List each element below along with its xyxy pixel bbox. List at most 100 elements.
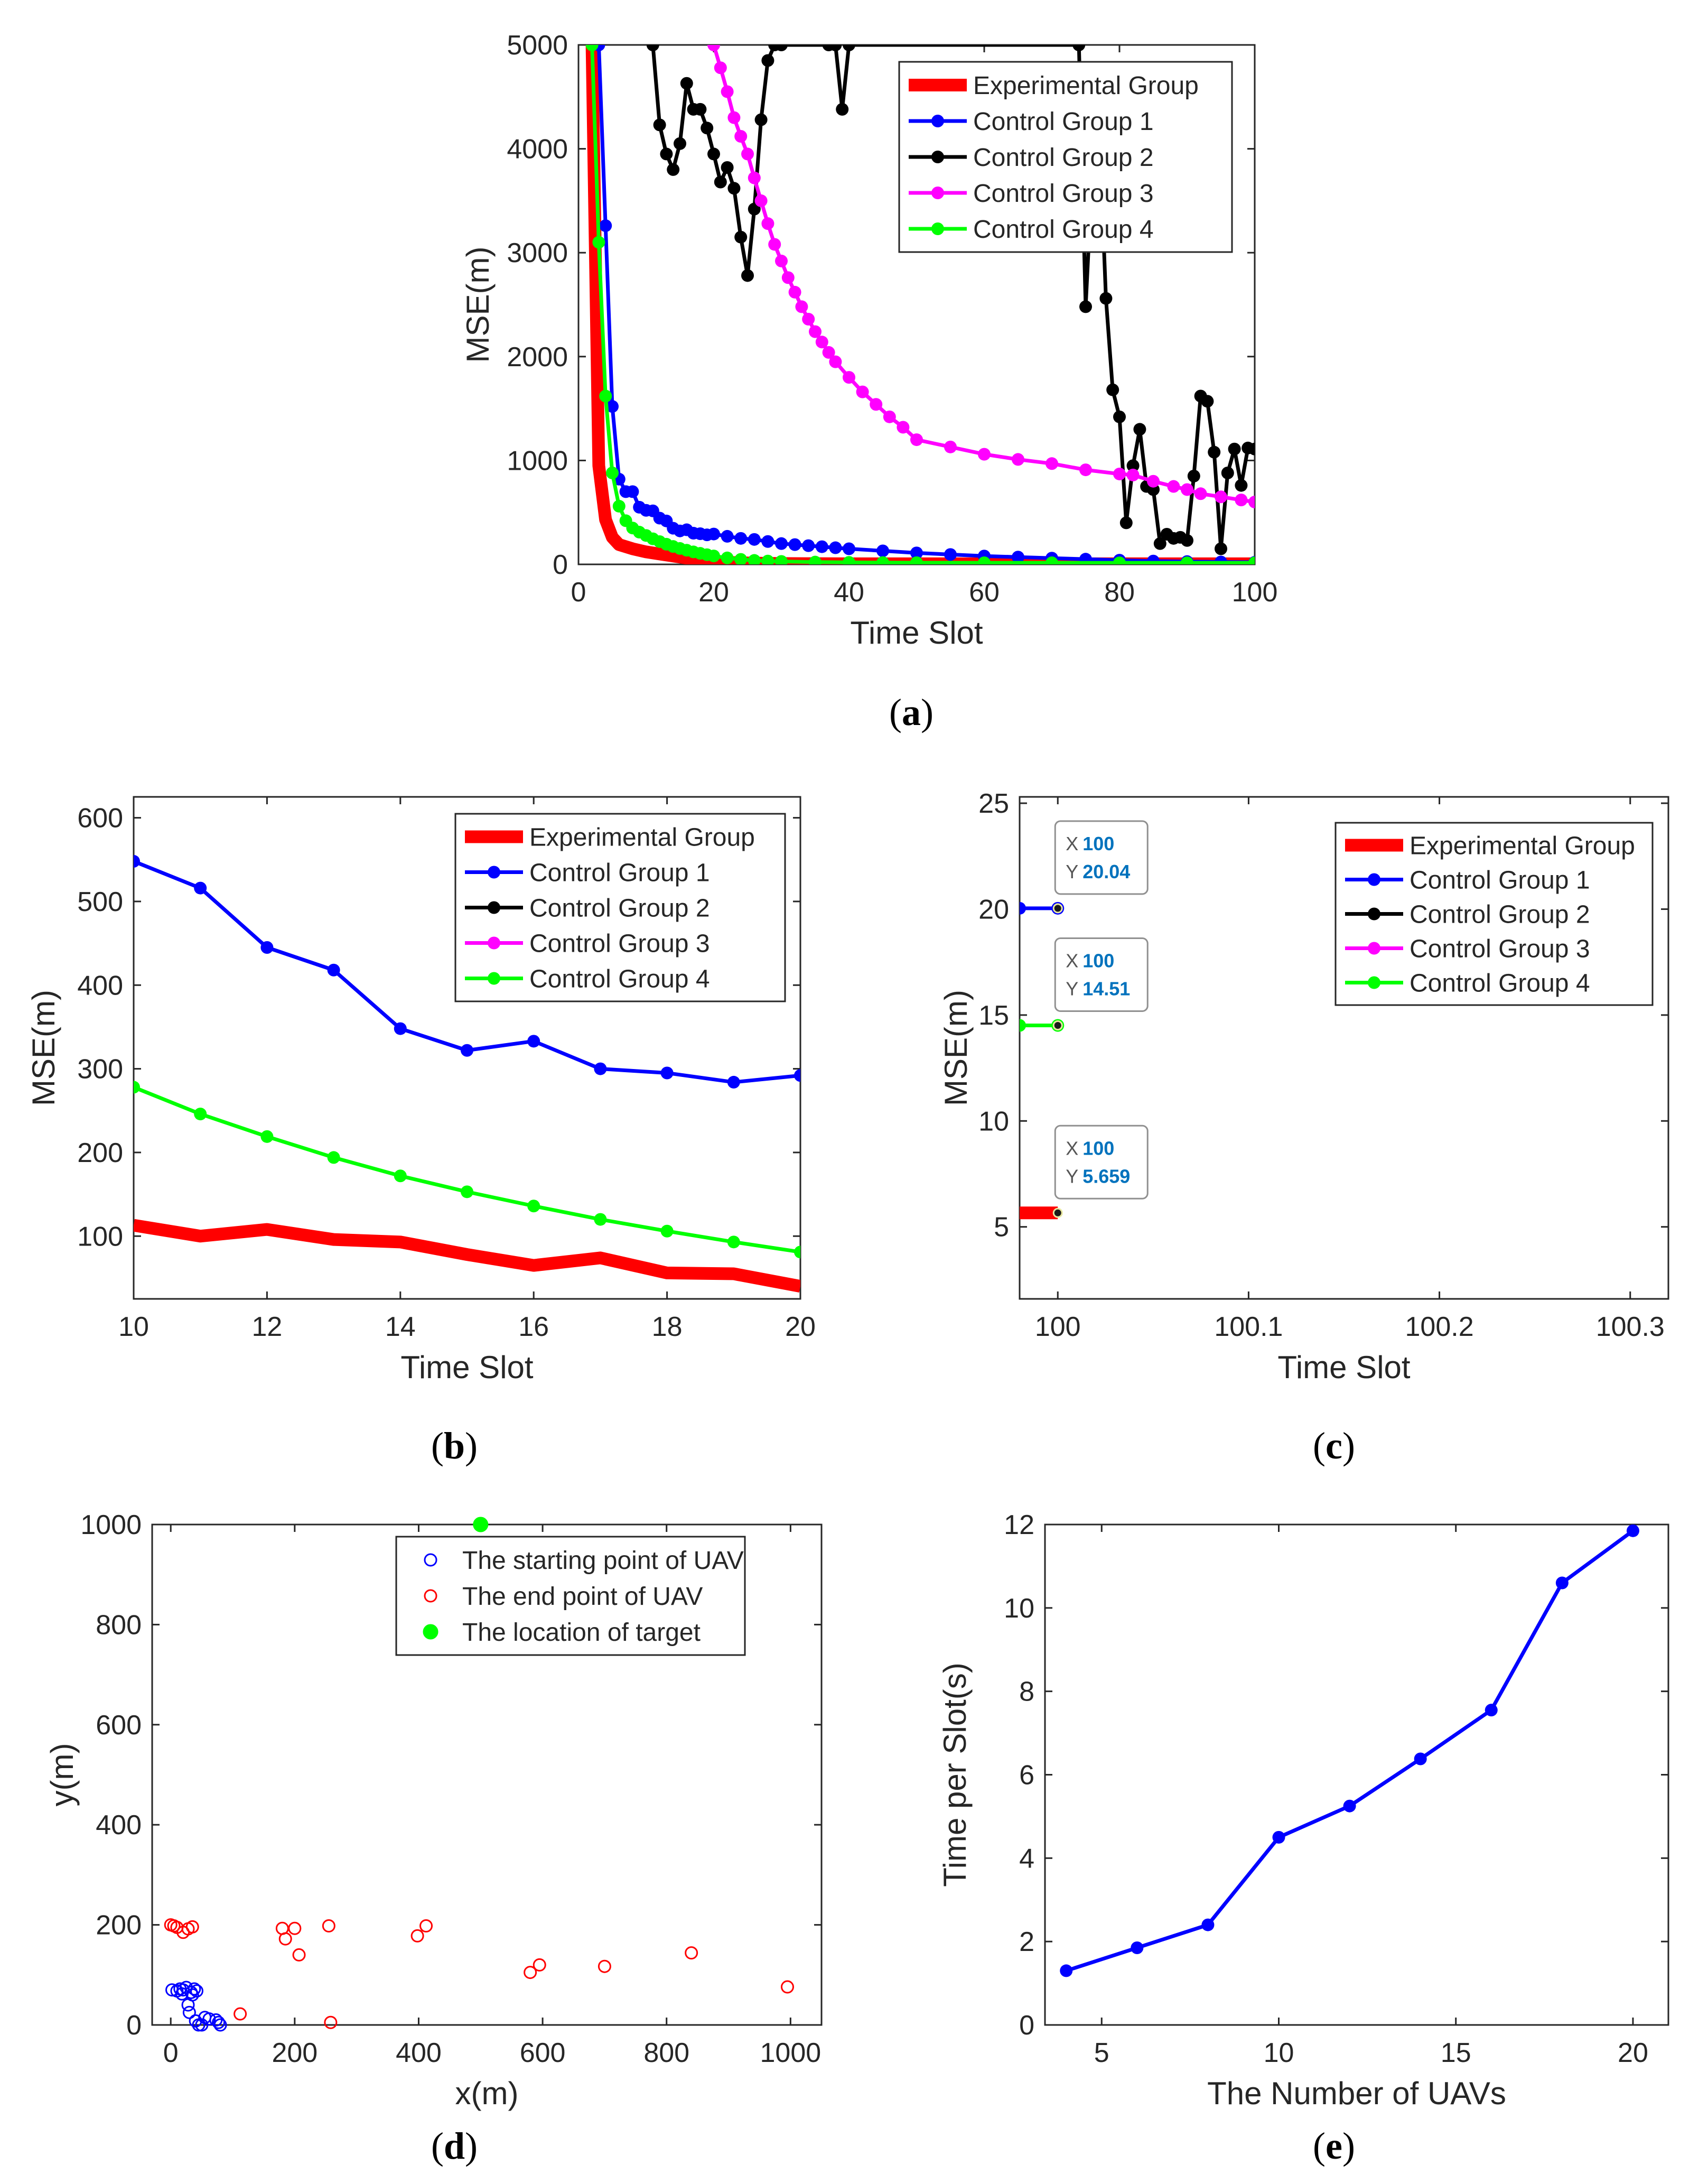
data-point-a-1 bbox=[910, 546, 923, 560]
data-point-a-2 bbox=[734, 230, 748, 244]
legend-marker bbox=[423, 1624, 438, 1640]
y-tick-label-d: 800 bbox=[96, 1610, 142, 1640]
legend-item: Control Group 2 bbox=[1345, 901, 1590, 929]
y-tick-label-e: 12 bbox=[1004, 1510, 1034, 1540]
y-tick-label-b: 600 bbox=[77, 803, 123, 834]
legend-marker bbox=[931, 187, 944, 199]
legend-marker bbox=[424, 1553, 437, 1567]
legend-item: Control Group 1 bbox=[909, 108, 1154, 136]
data-point-a-1 bbox=[876, 544, 889, 557]
data-point-b-1 bbox=[660, 1066, 674, 1080]
x-axis-label-c: Time Slot bbox=[1277, 1350, 1410, 1385]
data-point-a-3 bbox=[815, 336, 828, 349]
legend-marker bbox=[1368, 976, 1380, 989]
data-point-a-3 bbox=[1181, 483, 1193, 496]
scatter-point-d-0 bbox=[185, 1988, 199, 2002]
y-axis-label-c: MSE(m) bbox=[938, 990, 974, 1106]
x-tick-label-e: 10 bbox=[1264, 2038, 1294, 2068]
y-tick-label-c: 5 bbox=[994, 1212, 1009, 1243]
y-tick-label-b: 500 bbox=[77, 887, 123, 917]
data-point-a-1 bbox=[843, 542, 855, 555]
x-axis-label-a: Time Slot bbox=[850, 615, 983, 650]
scatter-point-d-0 bbox=[189, 2014, 202, 2028]
data-point-a-1 bbox=[626, 485, 639, 498]
data-point-a-3 bbox=[802, 313, 815, 326]
datatip-x-value: 100 bbox=[1082, 1137, 1114, 1159]
data-point-a-1 bbox=[944, 548, 957, 561]
legend-label: Control Group 4 bbox=[529, 965, 710, 993]
datatip-anchor bbox=[1052, 1207, 1063, 1218]
data-point-a-1 bbox=[802, 539, 815, 552]
data-point-a-3 bbox=[897, 421, 910, 434]
data-point-a-3 bbox=[1113, 467, 1126, 480]
data-point-a-2 bbox=[1072, 45, 1086, 51]
legend-label: Experimental Group bbox=[529, 824, 755, 852]
caption-a: (a) bbox=[889, 691, 934, 733]
data-point-b-4 bbox=[794, 1246, 800, 1259]
data-point-a-2 bbox=[721, 161, 734, 174]
datatip-box bbox=[1054, 820, 1149, 895]
legend-label: Experimental Group bbox=[973, 72, 1199, 100]
data-point-a-2 bbox=[1228, 442, 1241, 456]
data-point-a-4 bbox=[1248, 556, 1255, 564]
datatip-x-value: 100 bbox=[1082, 950, 1114, 972]
scatter-point-d-0 bbox=[213, 2018, 227, 2032]
data-point-a-2 bbox=[667, 163, 680, 176]
data-point-a-4 bbox=[612, 499, 626, 513]
x-tick-label-d: 400 bbox=[396, 2038, 442, 2068]
x-tick-label-d: 200 bbox=[272, 2038, 318, 2068]
data-point-a-2 bbox=[1181, 534, 1193, 547]
data-point-a-4 bbox=[876, 556, 889, 564]
legend-item: Control Group 2 bbox=[465, 895, 710, 923]
caption-c: (c) bbox=[1313, 1425, 1355, 1467]
data-point-a-4 bbox=[748, 554, 761, 564]
data-point-a-4 bbox=[707, 550, 720, 563]
x-tick-label-a: 20 bbox=[698, 577, 729, 608]
data-point-a-1 bbox=[775, 537, 788, 550]
y-tick-label-d: 0 bbox=[126, 2010, 142, 2041]
y-tick-label-e: 6 bbox=[1019, 1760, 1034, 1791]
data-point-a-2 bbox=[714, 175, 727, 189]
data-point-a-3 bbox=[978, 448, 991, 461]
x-tick-label-d: 600 bbox=[520, 2038, 566, 2068]
y-tick-label-a: 2000 bbox=[507, 342, 568, 373]
data-point-a-2 bbox=[1079, 300, 1092, 313]
x-tick-label-a: 100 bbox=[1232, 577, 1278, 608]
legend-label: Control Group 4 bbox=[973, 216, 1154, 244]
y-tick-label-e: 8 bbox=[1019, 1677, 1034, 1707]
datatip-box bbox=[1054, 937, 1149, 1012]
data-point-a-2 bbox=[1248, 442, 1255, 456]
y-tick-label-d: 200 bbox=[96, 1910, 142, 1941]
data-point-e-0 bbox=[1626, 1525, 1639, 1537]
y-tick-label-a: 5000 bbox=[507, 30, 568, 61]
x-tick-label-b: 18 bbox=[652, 1312, 683, 1342]
data-point-a-3 bbox=[788, 285, 801, 299]
data-point-a-4 bbox=[775, 555, 788, 564]
data-point-a-1 bbox=[599, 219, 612, 233]
legend-item: The end point of UAV bbox=[424, 1583, 703, 1611]
data-point-a-3 bbox=[1215, 490, 1227, 504]
scatter-point-d-1 bbox=[598, 1959, 611, 1973]
legend-label: The end point of UAV bbox=[462, 1583, 703, 1611]
datatip-anchor bbox=[1052, 903, 1063, 914]
x-tick-label-b: 16 bbox=[518, 1312, 549, 1342]
scatter-point-d-1 bbox=[234, 2007, 247, 2021]
data-point-a-2 bbox=[775, 45, 788, 51]
legend-d: The starting point of UAV The end point o… bbox=[395, 1536, 746, 1656]
data-point-a-2 bbox=[1201, 395, 1214, 408]
data-point-a-3 bbox=[741, 147, 754, 161]
y-tick-label-c: 25 bbox=[978, 788, 1009, 819]
data-point-a-3 bbox=[781, 271, 795, 284]
series-line-b-0 bbox=[134, 1219, 800, 1293]
data-point-b-1 bbox=[594, 1062, 607, 1075]
legend-label: Control Group 1 bbox=[973, 108, 1154, 136]
scatter-point-d-1 bbox=[292, 1948, 306, 1962]
data-point-a-3 bbox=[944, 440, 957, 453]
data-point-a-1 bbox=[748, 533, 761, 546]
legend-item: Control Group 1 bbox=[465, 859, 710, 887]
x-tick-label-a: 0 bbox=[571, 577, 586, 608]
data-point-c-4 bbox=[1020, 1019, 1026, 1032]
data-point-a-2 bbox=[1106, 383, 1119, 396]
data-point-a-3 bbox=[870, 398, 883, 411]
data-point-b-4 bbox=[327, 1151, 340, 1164]
